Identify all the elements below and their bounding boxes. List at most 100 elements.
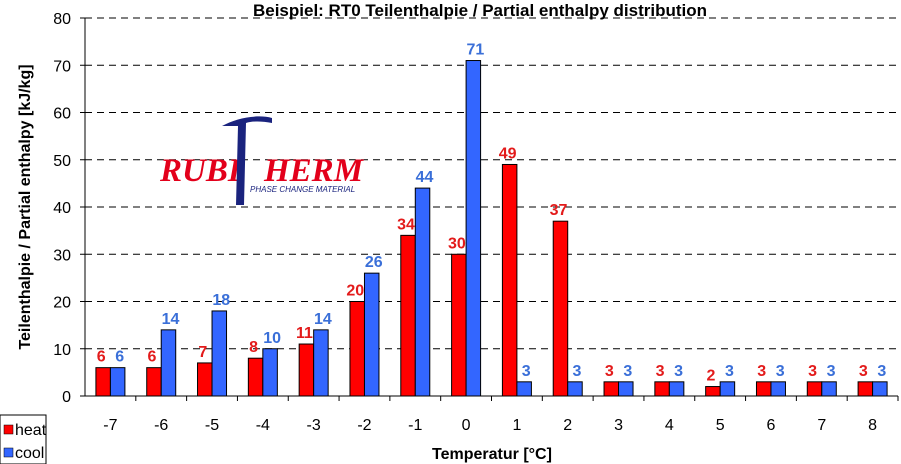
data-label-cool: 3 bbox=[725, 363, 734, 380]
bar-cool bbox=[109, 367, 126, 397]
bar-cool bbox=[414, 187, 431, 397]
bar-heat bbox=[806, 381, 823, 397]
logo-t-mark bbox=[222, 116, 272, 205]
y-tick-label: 60 bbox=[53, 106, 71, 123]
grid-lines bbox=[85, 17, 898, 350]
bar-cool bbox=[821, 381, 837, 397]
bar-cool bbox=[618, 381, 634, 397]
bar-heat bbox=[247, 357, 264, 397]
y-tick-label: 20 bbox=[53, 295, 71, 312]
bar-cool bbox=[465, 60, 482, 397]
data-label-cool: 44 bbox=[416, 169, 434, 186]
chart-title: Beispiel: RT0 Teilenthalpie / Partial en… bbox=[253, 1, 707, 20]
x-tick-label: 6 bbox=[767, 417, 776, 434]
y-tick-label: 50 bbox=[53, 153, 71, 170]
bar-heat bbox=[400, 234, 416, 397]
bar-heat bbox=[755, 381, 772, 397]
x-tick-label: 0 bbox=[462, 417, 471, 434]
bar-cool bbox=[160, 329, 177, 397]
legend-swatch-cool bbox=[3, 447, 14, 458]
x-tick-label: -5 bbox=[205, 417, 219, 434]
data-label-heat: 3 bbox=[859, 363, 868, 380]
data-label-cool: 3 bbox=[573, 363, 582, 380]
logo-text-right: HERM bbox=[263, 153, 365, 189]
y-tick-label: 0 bbox=[62, 389, 71, 406]
bar-heat bbox=[451, 253, 467, 397]
bar-heat bbox=[705, 386, 721, 397]
bar-cool bbox=[567, 381, 583, 397]
bar-cool bbox=[872, 381, 888, 397]
data-label-cool: 3 bbox=[776, 363, 785, 380]
y-tick-label: 80 bbox=[53, 11, 71, 28]
x-tick-label: 3 bbox=[614, 417, 623, 434]
data-label-cool: 10 bbox=[263, 330, 281, 347]
legend-swatch-heat bbox=[3, 424, 14, 435]
data-label-heat: 3 bbox=[656, 363, 665, 380]
bars bbox=[95, 60, 888, 397]
legend-label-cool: cool bbox=[15, 445, 44, 462]
data-label-cool: 3 bbox=[522, 363, 531, 380]
logo-subtitle: PHASE CHANGE MATERIAL bbox=[250, 185, 355, 194]
data-label-heat: 6 bbox=[148, 349, 157, 366]
data-label-cool: 3 bbox=[623, 363, 632, 380]
y-tick-label: 10 bbox=[53, 342, 71, 359]
x-tick-label: -6 bbox=[154, 417, 168, 434]
logo-text-left: RUBI bbox=[159, 153, 242, 189]
x-tick-label: 4 bbox=[665, 417, 674, 434]
bar-cool bbox=[211, 310, 228, 397]
x-tick-label: -4 bbox=[256, 417, 270, 434]
x-tick-label: -2 bbox=[357, 417, 371, 434]
data-label-heat: 37 bbox=[550, 202, 568, 219]
x-tick-label: -1 bbox=[408, 417, 422, 434]
bar-cool bbox=[516, 381, 532, 397]
data-label-heat: 3 bbox=[757, 363, 766, 380]
x-tick-label: 2 bbox=[563, 417, 572, 434]
bar-heat bbox=[197, 362, 213, 397]
data-label-heat: 3 bbox=[605, 363, 614, 380]
data-label-cool: 14 bbox=[314, 311, 332, 328]
data-label-cool: 3 bbox=[827, 363, 836, 380]
bar-cool bbox=[719, 381, 736, 397]
bar-cool bbox=[313, 329, 329, 397]
data-label-heat: 11 bbox=[296, 325, 313, 342]
bar-heat bbox=[857, 381, 874, 397]
data-label-heat: 7 bbox=[198, 344, 207, 361]
x-axis-ticks: -7 -6 -5 -4 -3 -2 -1 0 1 2 3 4 5 6 7 8 bbox=[103, 396, 899, 434]
bar-cool bbox=[363, 272, 380, 397]
x-tick-label: -7 bbox=[103, 417, 117, 434]
bar-cool bbox=[770, 381, 786, 397]
bar-heat bbox=[552, 220, 569, 397]
y-axis-ticks: 0 10 20 30 40 50 60 70 80 bbox=[53, 11, 85, 406]
data-label-heat: 20 bbox=[346, 283, 364, 300]
data-label-heat: 2 bbox=[706, 368, 715, 385]
bar-heat bbox=[603, 381, 620, 397]
bar-heat bbox=[654, 381, 670, 397]
data-label-cool: 14 bbox=[162, 311, 180, 328]
y-tick-label: 70 bbox=[53, 58, 71, 75]
data-label-cool: 71 bbox=[466, 42, 484, 59]
rubitherm-logo: RUBI HERM PHASE CHANGE MATERIAL bbox=[159, 116, 365, 205]
bar-heat bbox=[95, 367, 111, 397]
bar-heat bbox=[298, 343, 315, 397]
data-label-cool: 3 bbox=[674, 363, 683, 380]
legend: heat cool bbox=[0, 414, 47, 464]
data-label-heat: 3 bbox=[808, 363, 817, 380]
y-tick-label: 40 bbox=[53, 200, 71, 217]
bar-heat bbox=[349, 301, 365, 397]
data-label-heat: 6 bbox=[97, 349, 106, 366]
x-tick-label: 7 bbox=[817, 417, 826, 434]
data-label-cool: 26 bbox=[365, 254, 383, 271]
x-tick-label: 1 bbox=[512, 417, 521, 434]
data-label-heat: 49 bbox=[499, 145, 517, 162]
data-label-heat: 30 bbox=[448, 235, 466, 252]
x-axis-title: Temperatur [°C] bbox=[432, 446, 552, 463]
x-tick-label: 5 bbox=[716, 417, 725, 434]
data-label-cool: 3 bbox=[877, 363, 886, 380]
x-tick-label: -3 bbox=[307, 417, 321, 434]
y-tick-label: 30 bbox=[53, 247, 71, 264]
legend-label-heat: heat bbox=[15, 422, 47, 439]
bar-heat bbox=[501, 163, 518, 397]
bar-cool bbox=[262, 348, 278, 397]
